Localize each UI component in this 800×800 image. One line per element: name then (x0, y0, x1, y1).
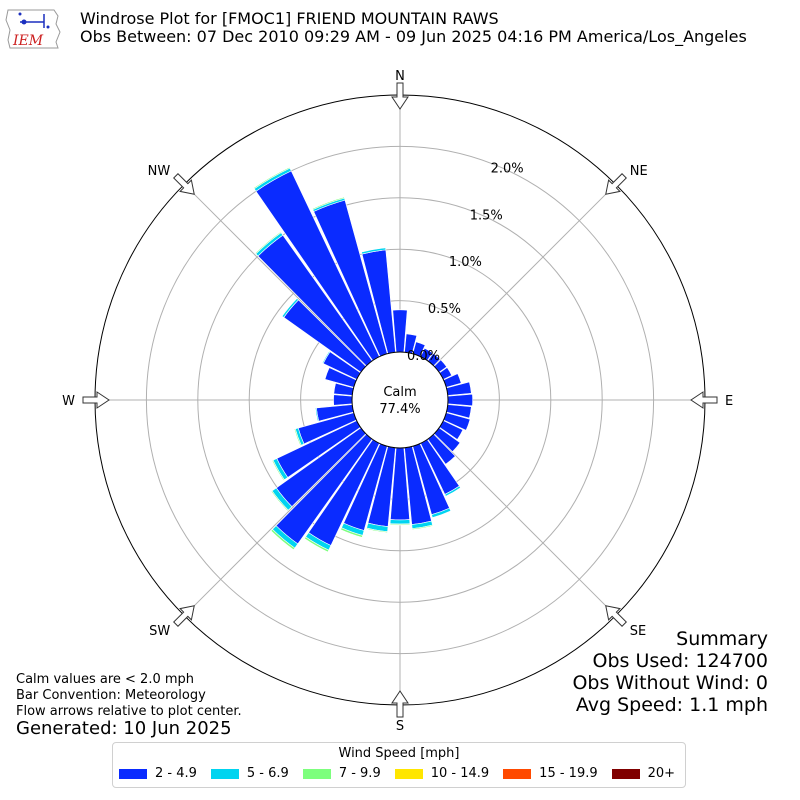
flow-arrows-note: Flow arrows relative to plot center. (16, 704, 242, 719)
legend-item: 15 - 19.9 (503, 766, 598, 781)
summary-heading: Summary (676, 628, 768, 650)
compass-label: W (62, 394, 75, 409)
legend-swatch (394, 769, 423, 779)
flow-arrow-shape (173, 173, 195, 195)
flow-arrow-shape (391, 690, 409, 718)
flow-arrow-icon (690, 391, 718, 409)
legend-label: 2 - 4.9 (155, 766, 197, 781)
radial-tick-label: 1.5% (470, 208, 503, 223)
legend-swatch (119, 769, 147, 779)
iem-iowa-logo-icon: IEM (5, 9, 61, 49)
windrose-bar (366, 527, 388, 534)
compass-label: NE (630, 164, 648, 179)
legend-label: 5 - 6.9 (246, 766, 289, 781)
calm-value: 77.4% (379, 402, 420, 417)
windrose-bar (447, 393, 473, 407)
flow-arrow-icon (82, 391, 110, 409)
flow-arrow-icon (605, 605, 627, 627)
calm-label: Calm (383, 385, 416, 400)
windrose-bar (253, 166, 291, 190)
grid-spoke (433, 433, 617, 617)
calm-note: Calm values are < 2.0 mph (16, 672, 195, 687)
windrose-bar (312, 196, 345, 211)
flow-arrow-icon (173, 173, 195, 195)
radial-tick-label: 0.0% (407, 349, 440, 364)
summary-avg-speed: Avg Speed: 1.1 mph (575, 694, 768, 716)
legend-item: 2 - 4.9 (119, 767, 197, 781)
summary-obs-without-wind: Obs Without Wind: 0 (572, 672, 768, 694)
radial-tick-label: 0.5% (428, 302, 461, 317)
legend-item: 5 - 6.9 (210, 766, 289, 781)
grid-circle (197, 197, 603, 603)
bar-convention-note: Bar Convention: Meteorology (16, 688, 206, 703)
legend-label: 7 - 9.9 (338, 766, 381, 781)
flow-arrow-shape (173, 605, 195, 627)
grid-circle (145, 145, 655, 655)
windrose-bar (361, 247, 387, 255)
legend-label: 15 - 19.9 (539, 766, 598, 781)
flow-arrow-shape (82, 391, 110, 409)
chart-title: Windrose Plot for [FMOC1] FRIEND MOUNTAI… (80, 9, 499, 28)
windrose-bar (315, 407, 320, 422)
summary-obs-used: Obs Used: 124700 (592, 650, 768, 672)
windrose-bar (431, 507, 452, 519)
grid-spoke (183, 183, 367, 367)
windrose-bar (444, 485, 461, 497)
grid-circle (248, 248, 552, 552)
legend-label: 10 - 14.9 (430, 766, 490, 781)
legend-swatch (611, 769, 640, 779)
flow-arrow-icon (173, 605, 195, 627)
windrose-bar (333, 394, 353, 406)
generated-date: Generated: 10 Jun 2025 (16, 718, 232, 739)
calm-circle (351, 351, 449, 449)
legend-items: 2 - 4.9 5 - 6.9 7 - 9.9 10 - 14.9 15 - 1… (119, 767, 675, 781)
compass-label: E (725, 394, 733, 409)
compass-label: NW (148, 164, 171, 179)
windrose-bar (270, 490, 289, 512)
compass-label: SE (630, 624, 646, 639)
legend-swatch (210, 769, 239, 779)
legend-title: Wind Speed [mph] (338, 746, 460, 761)
compass-label: S (396, 719, 404, 734)
flow-arrow-icon (391, 82, 409, 110)
compass-label: N (395, 69, 405, 84)
legend-item: 20+ (611, 766, 676, 781)
flow-arrow-shape (391, 82, 409, 110)
legend-item: 10 - 14.9 (394, 766, 490, 781)
windrose-bar (304, 536, 330, 553)
windrose-bars (253, 166, 473, 553)
compass-label: SW (149, 624, 170, 639)
radial-tick-label: 2.0% (491, 161, 524, 176)
windrose-bar (281, 298, 299, 318)
legend-swatch (503, 769, 532, 779)
summary-panel: Summary Obs Used: 124700 Obs Without Win… (572, 628, 768, 716)
chart-subtitle: Obs Between: 07 Dec 2010 09:29 AM - 09 J… (80, 27, 747, 46)
radial-tick-label: 1.0% (449, 255, 482, 270)
windrose-bar (389, 523, 411, 526)
windrose-bar (340, 527, 364, 538)
windrose-bar (271, 459, 285, 481)
flow-arrow-shape (690, 391, 718, 409)
legend-item: 7 - 9.9 (302, 766, 381, 781)
logo-text: IEM (12, 33, 44, 49)
legend-swatch (302, 769, 331, 779)
chart-overlay: Calm 77.4% 0.0% 0.5% 1.0% 1.5% 2.0% N NE E SE S SW W N… (62, 69, 733, 734)
legend-label: 20+ (647, 766, 676, 781)
flow-arrow-icon (605, 173, 627, 195)
legend: Wind Speed [mph] 2 - 4.9 5 - 6.9 7 - 9.9… (112, 742, 686, 788)
windrose-bar (321, 350, 331, 364)
windrose-bar (270, 528, 296, 551)
windrose-bar (254, 231, 282, 255)
windrose-bar (411, 524, 434, 530)
flow-arrow-shape (605, 605, 627, 627)
flow-arrow-shape (605, 173, 627, 195)
windrose-bar (293, 428, 302, 447)
grid-spoke (433, 183, 617, 367)
windrose-bar (389, 519, 411, 525)
grid-spoke (183, 433, 367, 617)
flow-arrow-icon (391, 690, 409, 718)
